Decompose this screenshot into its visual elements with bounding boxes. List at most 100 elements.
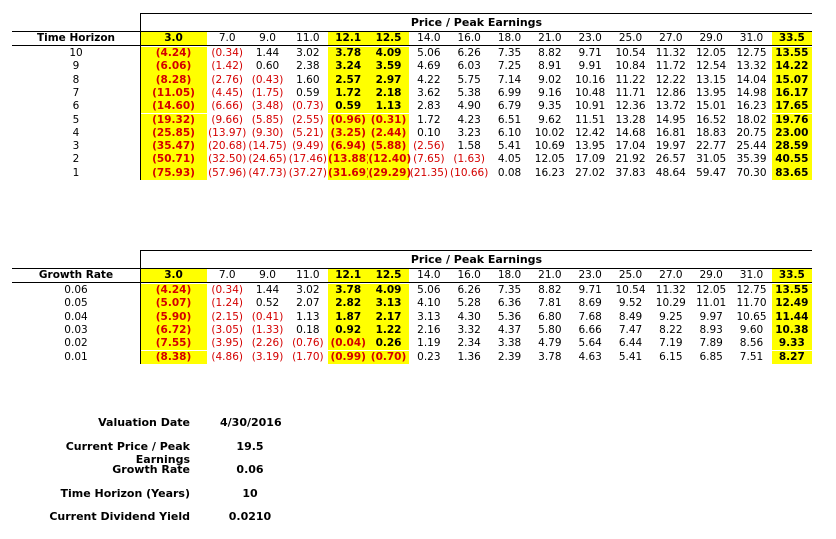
table-cell: 4.69 [417, 60, 441, 73]
table-cell: (2.15) [211, 310, 243, 323]
table-cell: 8.56 [739, 337, 764, 350]
table-row: 0.03 (6.72) (3.05) (1.33) 0.18 0.92 1.22 2.16 3.… [12, 323, 812, 338]
time-horizon-table-column-header: 33.5 [771, 32, 812, 46]
table-cell: 13.55 [771, 284, 812, 298]
table-cell: (3.05) [211, 323, 243, 336]
table-cell: 4.90 [457, 100, 481, 113]
table-cell: (13.88) [328, 153, 371, 167]
table-cell: 6.03 [457, 60, 481, 73]
table-cell: 13.95 [575, 140, 606, 153]
table-cell: (0.34) [211, 284, 243, 296]
table-row: 6 (14.60) (6.66) (3.48) (0.73) 0.59 1.13 2.83 4.… [12, 100, 812, 114]
table-cell: 21.92 [615, 153, 646, 166]
table-cell: 3.23 [457, 126, 481, 139]
table-cell: 16.17 [771, 86, 812, 101]
table-cell: (29.29) [368, 166, 412, 180]
table-cell: 9.62 [538, 113, 562, 126]
table-cell: 8.69 [578, 297, 602, 310]
table-cell: 9.02 [538, 73, 562, 86]
table-cell: 7.51 [739, 350, 764, 363]
table-cell: 12.05 [696, 284, 727, 296]
table-cell: 37.83 [615, 166, 646, 179]
summary-row: Current Dividend Yield 0.0210 [20, 510, 320, 533]
growth-rate-table-column-header: 7.0 [218, 269, 236, 281]
table-cell: 5.41 [497, 140, 522, 153]
table-cell: (1.42) [211, 60, 243, 73]
table-cell: 9.35 [538, 100, 562, 113]
table-cell: 11.32 [655, 284, 686, 296]
table-cell: 2.38 [296, 60, 320, 73]
table-cell: 12.36 [615, 100, 646, 113]
table-cell: 1.22 [368, 323, 409, 338]
time-horizon-table-column-header: 27.0 [659, 32, 683, 44]
table-cell: 14.22 [771, 60, 812, 74]
table-row: 9 (6.06) (1.42) 0.60 2.38 3.24 3.59 4.69 6.03 7.2… [12, 60, 812, 74]
table-cell: 17.04 [615, 140, 646, 153]
table-cell: (2.26) [251, 337, 284, 350]
table-cell: 0.10 [417, 126, 441, 139]
table-cell: (5.07) [140, 297, 208, 311]
time-horizon-table-column-header: 9.0 [259, 32, 276, 44]
growth-rate-table-header-row: Growth Rate 3.0 7.0 9.0 11.0 12.1 12.5 14.0 16.0… [12, 268, 812, 284]
row-label: 3 [72, 140, 80, 153]
table-cell: 8.91 [538, 60, 562, 73]
summary-value: 19.5 [236, 439, 264, 453]
table-cell: 7.35 [497, 47, 522, 59]
table-cell: 0.60 [255, 60, 280, 73]
summary-value: 0.0210 [228, 510, 272, 523]
table-cell: 8.27 [771, 350, 812, 364]
table-cell: (3.48) [251, 100, 284, 113]
table-cell: (11.05) [140, 86, 208, 101]
table-cell: 8.49 [618, 310, 643, 323]
table-cell: 5.06 [417, 284, 441, 296]
table-cell: 12.49 [771, 297, 812, 311]
table-cell: (3.95) [211, 337, 243, 350]
table-cell: 3.02 [296, 47, 320, 59]
table-cell: (5.90) [140, 310, 208, 324]
table-cell: (8.38) [140, 350, 208, 364]
growth-rate-table-column-header: 18.0 [497, 269, 522, 281]
table-cell: 7.19 [659, 337, 683, 350]
table-cell: (8.28) [140, 73, 208, 87]
summary-row: Time Horizon (Years) 10 [20, 487, 320, 510]
table-cell: 16.23 [534, 166, 565, 179]
table-cell: 27.02 [575, 166, 606, 179]
table-cell: 13.15 [696, 73, 727, 86]
table-cell: 5.28 [457, 297, 481, 310]
table-cell: 10.69 [534, 140, 565, 153]
table-cell: 7.14 [497, 73, 522, 86]
table-cell: (3.19) [251, 350, 284, 363]
table-cell: 19.76 [771, 113, 812, 127]
table-cell: 15.07 [771, 73, 812, 87]
table-cell: 12.54 [696, 60, 727, 73]
table-cell: 12.86 [655, 86, 686, 99]
table-cell: (6.72) [140, 323, 208, 338]
table-cell: (0.31) [368, 113, 409, 127]
growth-rate-table-column-header: 16.0 [457, 269, 481, 281]
table-cell: 11.01 [696, 297, 727, 310]
table-cell: 3.24 [328, 60, 369, 74]
growth-rate-table-column-header: 25.0 [618, 269, 643, 281]
table-cell: 25.44 [736, 140, 767, 153]
table-row: 0.05 (5.07) (1.24) 0.52 2.07 2.82 3.13 4.10 5.28… [12, 297, 812, 311]
table-cell: 2.83 [417, 100, 441, 113]
table-cell: 17.09 [575, 153, 606, 166]
table-cell: (2.76) [211, 73, 243, 86]
table-cell: 17.65 [771, 100, 812, 114]
table-cell: 1.87 [328, 310, 369, 324]
table-cell: 83.65 [771, 166, 812, 180]
table-cell: 9.16 [538, 86, 562, 99]
summary-value: 0.06 [236, 463, 264, 476]
table-cell: 9.52 [618, 297, 643, 310]
table-cell: (5.88) [368, 140, 409, 154]
table-cell: 6.79 [497, 100, 522, 113]
table-row: 0.01 (8.38) (4.86) (3.19) (1.70) (0.99) (0.70)… [12, 350, 812, 364]
table-cell: 0.23 [417, 350, 441, 363]
time-horizon-table-column-header: 7.0 [218, 32, 236, 44]
table-cell: 59.47 [696, 166, 727, 179]
table-cell: (3.25) [328, 126, 369, 141]
table-cell: 6.15 [659, 350, 683, 363]
growth-rate-table-column-header: 14.0 [417, 269, 441, 281]
table-cell: (13.97) [208, 126, 247, 139]
table-cell: 1.44 [255, 284, 280, 296]
